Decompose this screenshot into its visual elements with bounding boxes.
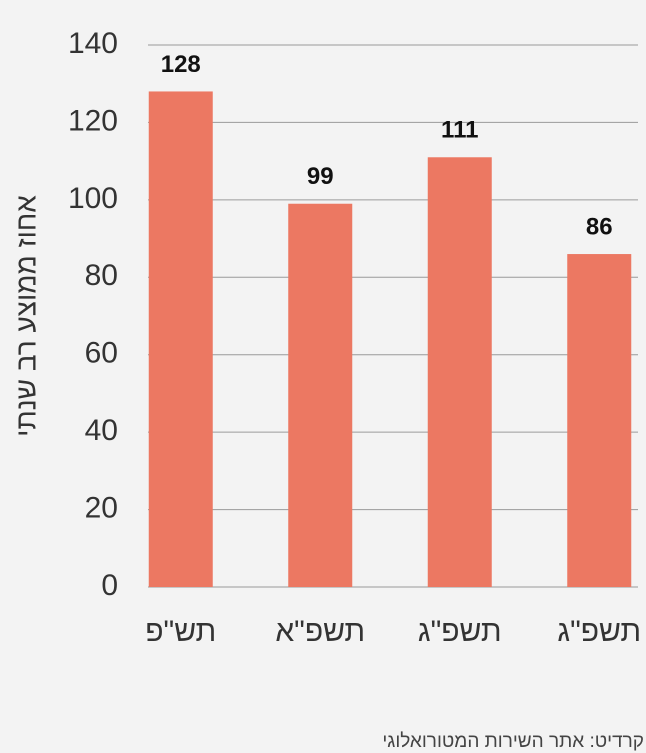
bar: [567, 254, 632, 588]
y-tick-label: 120: [68, 104, 118, 137]
x-tick-label: תשפ"ג: [418, 615, 502, 648]
x-tick-label: תש"פ: [145, 615, 216, 648]
y-tick-label: 60: [85, 337, 118, 370]
y-tick-label: 20: [85, 491, 118, 524]
credit: קרדיט: אתר השירות המטורואלוגי: [382, 731, 644, 752]
y-tick-label: 0: [101, 569, 118, 602]
y-tick-label: 40: [85, 414, 118, 447]
value-label: 111: [441, 117, 478, 144]
y-axis-title: אחוז ממוצע רב שנתי: [10, 195, 41, 437]
value-label: 99: [307, 163, 334, 190]
y-tick-label: 80: [85, 259, 118, 292]
bar: [148, 91, 213, 587]
value-label: 128: [161, 51, 201, 78]
value-label: 86: [586, 213, 613, 240]
bar: [427, 157, 492, 587]
x-tick-label: תשפ"א: [275, 615, 365, 648]
x-tick-label: תשפ"ג: [557, 615, 641, 648]
bar: [288, 203, 353, 587]
y-tick-label: 100: [68, 182, 118, 215]
y-tick-label: 140: [68, 27, 118, 60]
